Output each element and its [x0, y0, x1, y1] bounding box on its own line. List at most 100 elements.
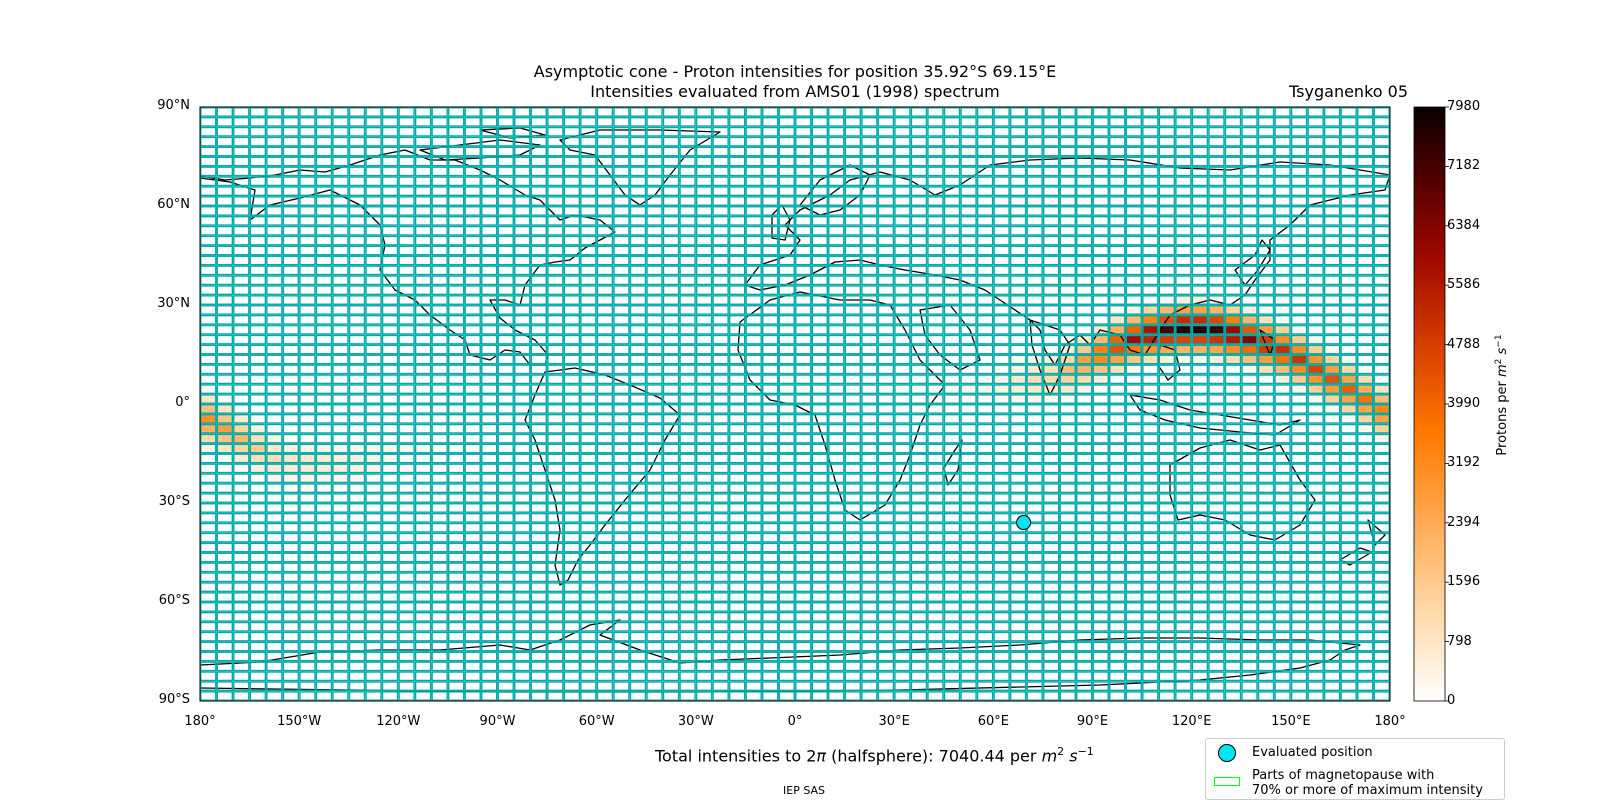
- magnetopause-cell: [712, 206, 729, 216]
- magnetopause-cell: [530, 166, 548, 177]
- magnetopause-cell: [1158, 196, 1176, 206]
- intensity-cell: [596, 404, 614, 414]
- magnetopause-cell: [613, 493, 630, 503]
- magnetopause-cell: [530, 126, 548, 137]
- magnetopause-cell: [431, 295, 448, 305]
- magnetopause-cell: [1059, 661, 1076, 672]
- magnetopause-cell: [580, 404, 597, 414]
- magnetopause-cell: [943, 661, 961, 672]
- magnetopause-cell: [960, 602, 977, 612]
- magnetopause-cell: [861, 324, 878, 335]
- magnetopause-cell: [348, 107, 366, 117]
- intensity-cell: [1191, 334, 1209, 345]
- magnetopause-cell: [1076, 423, 1093, 434]
- magnetopause-cell: [464, 156, 481, 167]
- magnetopause-cell: [745, 245, 762, 256]
- magnetopause-cell: [960, 691, 977, 701]
- magnetopause-cell: [1009, 136, 1027, 147]
- magnetopause-cell: [580, 196, 597, 206]
- magnetopause-cell: [332, 344, 349, 355]
- intensity-cell: [1307, 374, 1324, 385]
- magnetopause-cell: [844, 206, 862, 216]
- magnetopause-cell: [646, 443, 663, 454]
- magnetopause-cell: [398, 265, 415, 276]
- magnetopause-cell: [596, 562, 614, 573]
- magnetopause-cell: [216, 186, 234, 197]
- magnetopause-cell: [613, 552, 630, 563]
- magnetopause-cell: [844, 473, 862, 484]
- magnetopause-cell: [795, 324, 812, 335]
- magnetopause-cell: [844, 354, 862, 365]
- intensity-cell: [894, 404, 911, 414]
- magnetopause-cell: [927, 146, 944, 157]
- magnetopause-cell: [299, 305, 316, 315]
- magnetopause-cell: [547, 443, 564, 454]
- magnetopause-cell: [943, 483, 961, 494]
- magnetopause-cell: [861, 334, 878, 345]
- magnetopause-cell: [497, 404, 514, 414]
- magnetopause-cell: [249, 483, 267, 494]
- magnetopause-cell: [414, 295, 432, 305]
- magnetopause-cell: [530, 255, 548, 266]
- magnetopause-cell: [497, 206, 514, 216]
- magnetopause-cell: [861, 552, 878, 563]
- magnetopause-cell: [514, 641, 531, 652]
- magnetopause-cell: [1042, 126, 1060, 137]
- magnetopause-cell: [315, 275, 333, 286]
- magnetopause-cell: [795, 651, 812, 662]
- magnetopause-cell: [828, 295, 845, 305]
- magnetopause-cell: [679, 374, 696, 385]
- magnetopause-cell: [332, 453, 349, 464]
- magnetopause-cell: [1009, 225, 1027, 236]
- magnetopause-cell: [811, 265, 829, 276]
- magnetopause-cell: [563, 671, 581, 682]
- magnetopause-cell: [910, 255, 928, 266]
- magnetopause-cell: [332, 572, 349, 583]
- intensity-heatmap: [200, 295, 1390, 494]
- magnetopause-cell: [943, 215, 961, 226]
- magnetopause-cell: [332, 542, 349, 553]
- magnetopause-cell: [1109, 631, 1126, 642]
- magnetopause-cell: [728, 631, 746, 642]
- magnetopause-cell: [1059, 413, 1076, 424]
- magnetopause-cell: [514, 522, 531, 533]
- magnetopause-cell: [431, 354, 448, 365]
- magnetopause-cell: [1158, 344, 1176, 355]
- magnetopause-cell: [877, 305, 895, 315]
- magnetopause-cell: [547, 176, 564, 187]
- magnetopause-cell: [1076, 592, 1093, 602]
- magnetopause-cell: [1125, 364, 1143, 375]
- magnetopause-cell: [1026, 394, 1043, 404]
- magnetopause-cell: [580, 661, 597, 672]
- magnetopause-cell: [778, 235, 795, 246]
- magnetopause-cell: [414, 245, 432, 256]
- magnetopause-cell: [1042, 314, 1060, 325]
- magnetopause-cell: [414, 681, 432, 692]
- magnetopause-cell: [414, 146, 432, 157]
- magnetopause-cell: [348, 394, 366, 404]
- magnetopause-cell: [315, 314, 333, 325]
- magnetopause-cell: [1109, 463, 1126, 474]
- magnetopause-cell: [497, 354, 514, 365]
- magnetopause-cell: [811, 512, 829, 523]
- magnetopause-cell: [481, 235, 498, 246]
- magnetopause-cell: [1125, 532, 1143, 543]
- magnetopause-cell: [761, 443, 779, 454]
- magnetopause-cell: [315, 592, 333, 602]
- magnetopause-cell: [216, 691, 234, 701]
- magnetopause-cell: [910, 156, 928, 167]
- magnetopause-cell: [943, 344, 961, 355]
- magnetopause-cell: [844, 225, 862, 236]
- magnetopause-cell: [315, 651, 333, 662]
- magnetopause-cell: [712, 641, 729, 652]
- magnetopause-cell: [728, 443, 746, 454]
- magnetopause-cell: [563, 394, 581, 404]
- magnetopause-cell: [960, 206, 977, 216]
- magnetopause-cell: [596, 334, 614, 345]
- intensity-cell: [480, 423, 498, 434]
- magnetopause-cell: [447, 691, 465, 701]
- magnetopause-cell: [1026, 443, 1043, 454]
- magnetopause-cell: [910, 344, 928, 355]
- magnetopause-cell: [695, 661, 713, 672]
- magnetopause-cell: [1142, 522, 1159, 533]
